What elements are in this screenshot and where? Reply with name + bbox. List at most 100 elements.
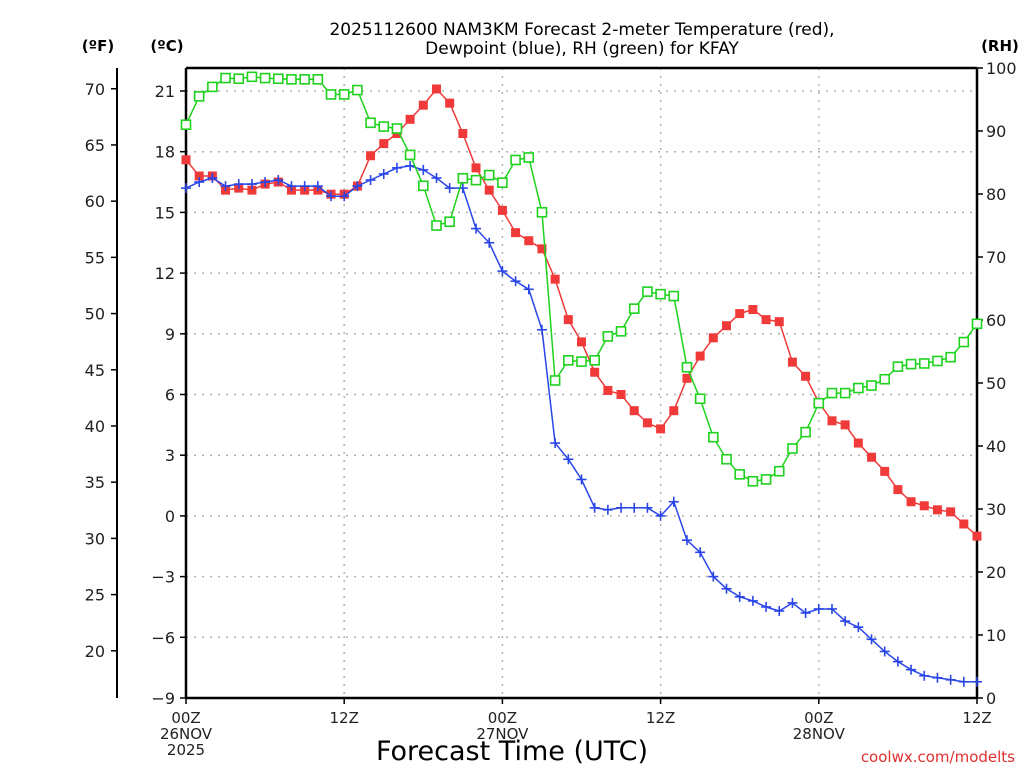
- dewpoint-point: [194, 177, 205, 188]
- rh-point: [497, 177, 508, 188]
- rh-point: [220, 72, 231, 84]
- temperature-point: [484, 185, 494, 195]
- rh-tick-label: 10: [986, 626, 1006, 645]
- temperature-point: [735, 309, 745, 319]
- dewpoint-point: [523, 284, 534, 295]
- dewpoint-point: [919, 670, 930, 681]
- celsius-tick-label: 21: [155, 82, 175, 101]
- rh-point: [272, 73, 284, 85]
- x-tick-label: 28NOV: [793, 725, 846, 743]
- rh-point: [813, 397, 825, 409]
- dewpoint-point: [655, 510, 666, 521]
- dewpoint-point: [721, 583, 732, 594]
- temperature-point: [959, 519, 969, 529]
- dewpoint-point: [431, 173, 442, 184]
- dewpoint-point: [708, 571, 719, 582]
- temperature-point: [840, 420, 850, 430]
- rh-point: [417, 180, 429, 192]
- temperature-point: [418, 100, 428, 110]
- dewpoint-point: [787, 597, 798, 608]
- rh-point: [470, 174, 482, 186]
- rh-point: [444, 216, 455, 228]
- dewpoint-point: [892, 656, 903, 667]
- rh-point: [404, 149, 416, 161]
- temperature-point: [524, 236, 534, 246]
- temperature-point: [511, 228, 521, 238]
- temperature-point: [972, 531, 982, 541]
- rh-point: [378, 121, 390, 132]
- dewpoint-point: [207, 173, 218, 184]
- x-tick-label: 12Z: [962, 709, 991, 727]
- temperature-point: [366, 151, 376, 161]
- temperature-point: [853, 438, 863, 448]
- temperature-point: [563, 315, 573, 325]
- rh-tick-label: 40: [986, 437, 1006, 456]
- temperature-point: [577, 337, 586, 347]
- rh-point: [918, 358, 930, 369]
- rh-point: [853, 382, 864, 394]
- rh-point: [668, 290, 680, 302]
- series-layer: [180, 71, 983, 687]
- temperature-point: [247, 185, 257, 195]
- dewpoint-point: [550, 438, 561, 449]
- rh-point: [839, 387, 851, 399]
- axes: −9−6−30369121518212025303540455055606570…: [85, 59, 1017, 759]
- dewpoint-point: [484, 237, 495, 248]
- dewpoint-point: [418, 164, 429, 175]
- rh-tick-label: 80: [986, 185, 1006, 204]
- celsius-axis-label: (ºC): [150, 37, 183, 55]
- fahrenheit-tick-label: 45: [85, 361, 105, 380]
- temperature-point: [946, 507, 956, 517]
- rh-point: [945, 351, 956, 363]
- dewpoint-point: [972, 676, 982, 687]
- temperature-point: [537, 244, 547, 254]
- rh-point: [760, 474, 772, 485]
- rh-point: [352, 84, 363, 96]
- celsius-tick-label: 15: [155, 203, 175, 222]
- rh-line: [185, 76, 978, 483]
- dewpoint-point: [260, 177, 271, 188]
- temperature-point: [497, 205, 507, 215]
- dewpoint-point: [576, 474, 587, 485]
- x-tick-label: 2025: [167, 741, 205, 759]
- rh-point: [905, 358, 917, 370]
- series-rh: [180, 71, 983, 487]
- chart-title-line1: 2025112600 NAM3KM Forecast 2-meter Tempe…: [329, 20, 834, 40]
- dewpoint-point: [879, 646, 890, 657]
- rh-point: [734, 469, 746, 480]
- temperature-point: [616, 390, 626, 399]
- temperature-point: [669, 406, 679, 416]
- rh-point: [325, 89, 337, 100]
- temperature-point: [642, 418, 652, 428]
- temperature-point: [629, 406, 639, 416]
- dewpoint-point: [813, 603, 824, 614]
- temperature-point: [379, 139, 389, 149]
- dewpoint-point: [391, 162, 402, 173]
- celsius-tick-label: −9: [151, 689, 175, 708]
- rh-point: [180, 119, 192, 130]
- rh-point: [536, 206, 548, 218]
- temperature-point: [603, 385, 613, 395]
- dewpoint-point: [853, 622, 864, 633]
- temperature-point: [708, 333, 718, 343]
- temperature-point: [471, 163, 481, 173]
- dewpoint-point: [510, 276, 521, 287]
- rh-tick-label: 50: [986, 374, 1006, 393]
- rh-point: [681, 361, 693, 373]
- temperature-line: [185, 87, 978, 537]
- temperature-point: [787, 357, 797, 367]
- rh-tick-label: 70: [986, 248, 1006, 267]
- dewpoint-point: [695, 547, 706, 558]
- fahrenheit-tick-label: 60: [85, 192, 105, 211]
- dewpoint-point: [326, 191, 337, 202]
- temperature-point: [550, 274, 560, 284]
- dewpoint-point: [589, 502, 600, 513]
- fahrenheit-axis-label: (ºF): [82, 37, 114, 55]
- rh-point: [259, 72, 271, 84]
- temperature-point: [405, 114, 415, 124]
- rh-point: [773, 465, 785, 477]
- temperature-point: [867, 452, 877, 462]
- rh-point: [193, 91, 205, 102]
- dewpoint-point: [273, 175, 284, 186]
- rh-tick-label: 30: [986, 500, 1006, 519]
